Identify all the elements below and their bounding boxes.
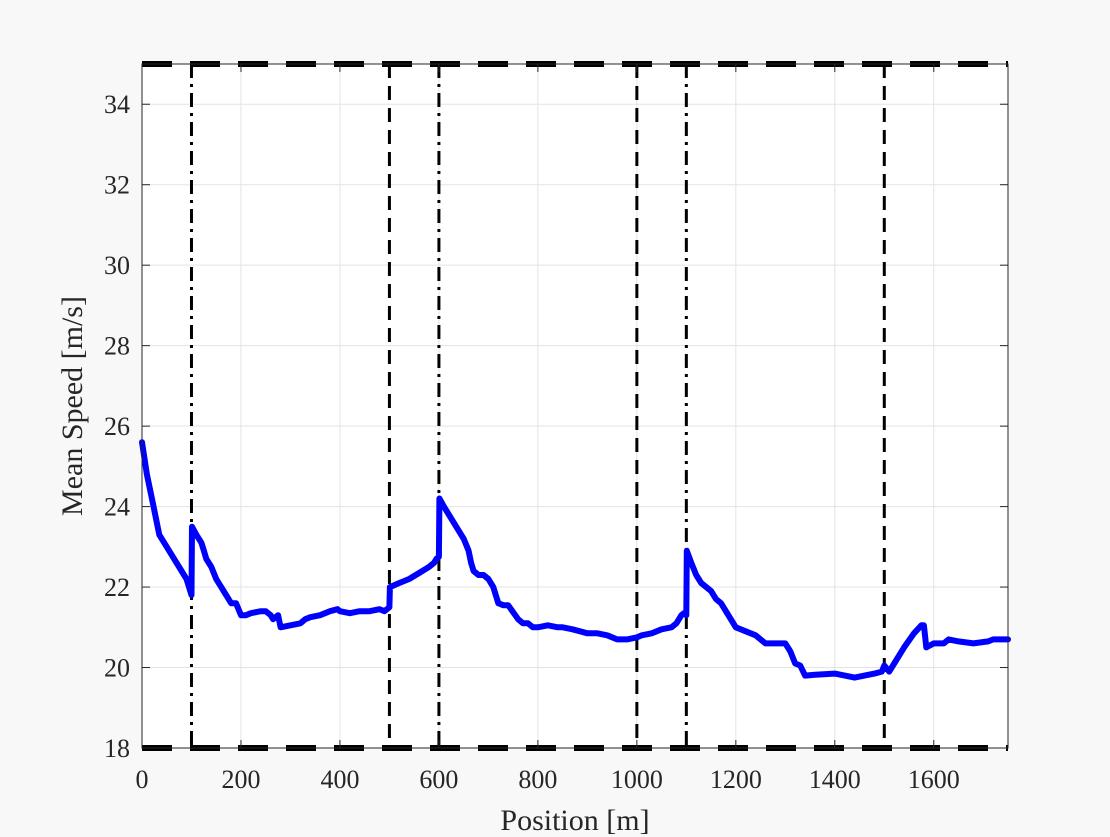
axes-box: [141, 63, 1009, 749]
series-group: [139, 439, 1011, 681]
y-axis-label: Mean Speed [m/s]: [56, 296, 89, 516]
x-tick-label: 800: [518, 765, 557, 794]
x-tick-label: 0: [136, 765, 149, 794]
x-tick-label: 1600: [908, 765, 960, 794]
y-tick-label: 20: [104, 654, 130, 683]
y-tick-label: 22: [104, 573, 130, 602]
y-tick-label: 24: [104, 493, 130, 522]
x-tick-label: 600: [419, 765, 458, 794]
x-axis-ticks: 0 200 400 600 800 1000 1200 1400 1600: [136, 64, 960, 794]
x-tick-label: 1400: [809, 765, 861, 794]
x-tick-label: 400: [320, 765, 359, 794]
y-tick-label: 26: [104, 412, 130, 441]
x-tick-label: 1200: [710, 765, 762, 794]
x-axis-label: Position [m]: [500, 804, 649, 837]
x-tick-label: 200: [221, 765, 260, 794]
y-tick-label: 34: [104, 90, 130, 119]
y-tick-label: 32: [104, 171, 130, 200]
y-axis-ticks: 18 20 22 24 26 28 30 32 34: [104, 90, 1008, 763]
y-tick-label: 30: [104, 251, 130, 280]
y-tick-label: 18: [104, 734, 130, 763]
x-tick-label: 1000: [611, 765, 663, 794]
plot-area: [142, 64, 1008, 748]
mean-speed-line: [139, 439, 1011, 681]
y-tick-label: 28: [104, 332, 130, 361]
